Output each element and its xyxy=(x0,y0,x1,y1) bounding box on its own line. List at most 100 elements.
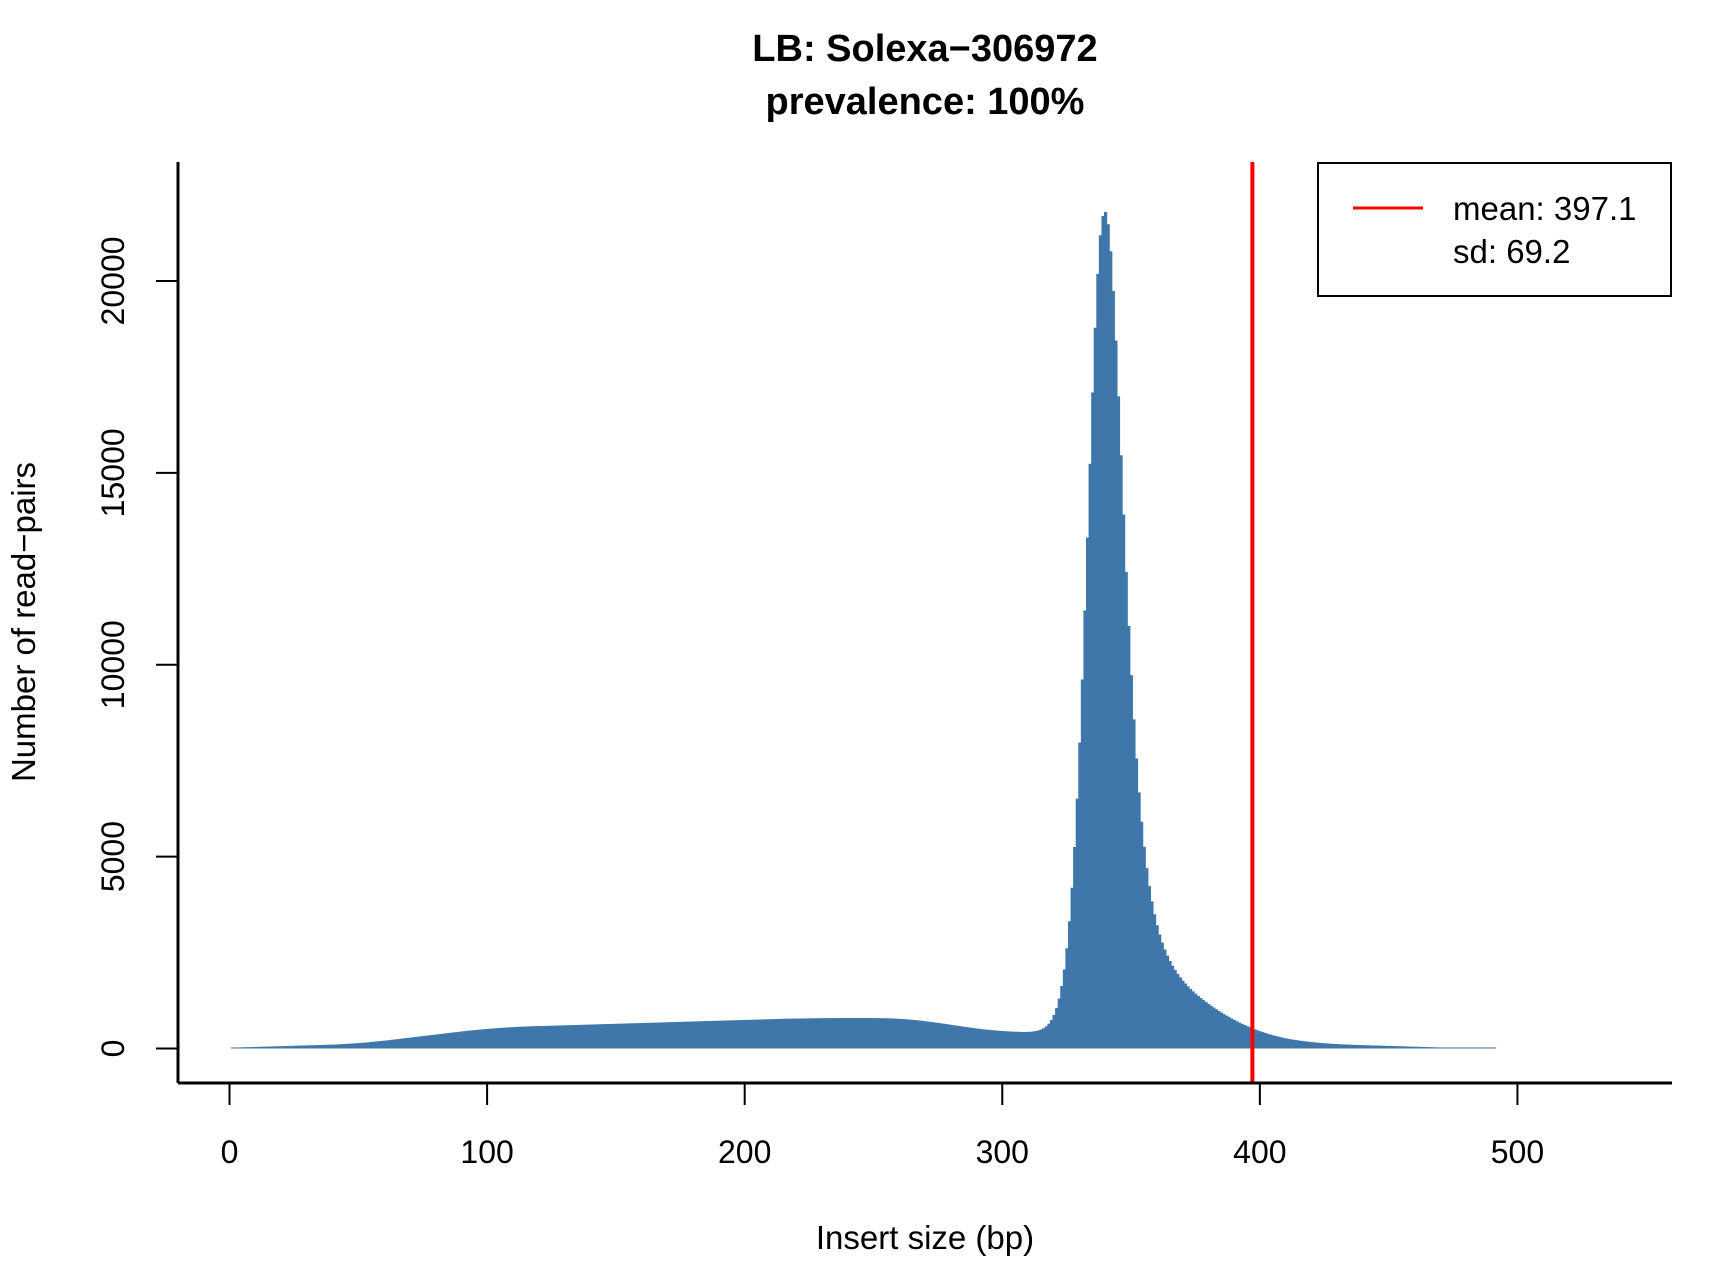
histogram-bar xyxy=(756,1019,760,1049)
histogram-bar xyxy=(563,1025,567,1049)
histogram-bar xyxy=(1137,792,1141,1049)
histogram-bar xyxy=(537,1026,541,1049)
histogram-bar xyxy=(380,1040,384,1049)
histogram-bar xyxy=(527,1026,531,1049)
histogram-bar xyxy=(480,1029,484,1049)
histogram-bar xyxy=(807,1018,811,1049)
histogram-bar xyxy=(1261,1032,1265,1049)
histogram-bar xyxy=(256,1046,260,1049)
histogram-bar xyxy=(346,1043,350,1049)
histogram-bar xyxy=(485,1028,489,1049)
histogram-bar xyxy=(475,1029,479,1049)
histogram-bar xyxy=(1196,995,1200,1049)
histogram-bar xyxy=(287,1045,291,1049)
histogram-bar xyxy=(841,1018,845,1049)
y-axis-ticks: 0 5000 10000 15000 20000 xyxy=(95,236,178,1057)
histogram-bar xyxy=(272,1046,276,1049)
histogram-bar xyxy=(302,1045,307,1049)
histogram-bar xyxy=(712,1020,716,1049)
histogram-bar xyxy=(612,1023,616,1049)
histogram-bar xyxy=(1106,224,1110,1049)
histogram-bar xyxy=(792,1018,796,1049)
histogram-bar xyxy=(660,1022,665,1049)
histogram-bar xyxy=(534,1026,538,1049)
histogram-bar xyxy=(1304,1041,1309,1049)
histogram-bar xyxy=(928,1021,933,1049)
histogram-bar xyxy=(323,1044,327,1049)
histogram-bar xyxy=(1387,1045,1391,1049)
histogram-bar xyxy=(308,1045,312,1049)
histogram-bar xyxy=(552,1025,556,1049)
histogram-bar xyxy=(1384,1045,1388,1049)
histogram-bar xyxy=(284,1046,289,1049)
histogram-bar xyxy=(436,1034,441,1049)
histogram-bar xyxy=(931,1022,935,1049)
histogram-bar xyxy=(351,1043,356,1049)
histogram-bar xyxy=(1181,980,1185,1049)
histogram-bar xyxy=(320,1044,325,1049)
histogram-bar xyxy=(735,1020,739,1049)
histogram-bar xyxy=(328,1044,332,1049)
histogram-bar xyxy=(1274,1035,1278,1049)
histogram-bar xyxy=(1467,1047,1471,1049)
histogram-bar xyxy=(261,1046,265,1049)
histogram-bar xyxy=(1371,1045,1376,1049)
histogram-bar xyxy=(369,1042,374,1049)
histogram-bar xyxy=(1111,291,1115,1049)
histogram-bar xyxy=(400,1038,404,1049)
histogram-bar xyxy=(859,1017,863,1049)
histogram-bar xyxy=(913,1020,917,1049)
legend: mean: 397.1 sd: 69.2 xyxy=(1317,162,1672,297)
histogram-bar xyxy=(779,1018,783,1049)
histogram-bar xyxy=(1379,1045,1383,1049)
histogram-bar xyxy=(818,1018,822,1049)
histogram-bar xyxy=(462,1031,466,1049)
histogram-bar xyxy=(488,1028,492,1049)
histogram-bar xyxy=(681,1021,685,1049)
histogram-bar xyxy=(1258,1031,1262,1049)
chart-subtitle: prevalence: 100% xyxy=(766,81,1085,123)
histogram-bar xyxy=(588,1024,593,1049)
histogram-bar xyxy=(398,1038,402,1049)
histogram-bar xyxy=(1039,1029,1043,1049)
histogram-bar xyxy=(460,1031,464,1049)
histogram-bar xyxy=(1382,1045,1386,1049)
histogram-bar xyxy=(1235,1021,1239,1049)
histogram-bar xyxy=(524,1026,528,1049)
histogram-bar xyxy=(591,1024,595,1049)
histogram-bar xyxy=(1423,1047,1427,1049)
histogram-bar xyxy=(570,1025,574,1049)
histogram-bar xyxy=(235,1047,240,1049)
histogram-bar xyxy=(766,1019,770,1049)
histogram-bar xyxy=(691,1021,696,1049)
histogram-bar xyxy=(1225,1015,1229,1049)
histogram-bar xyxy=(1222,1014,1226,1049)
histogram-bar xyxy=(1243,1025,1247,1049)
histogram-bar xyxy=(663,1022,667,1049)
histogram-bar xyxy=(797,1018,801,1049)
histogram-bar xyxy=(1230,1018,1234,1049)
histogram-bar xyxy=(836,1018,840,1049)
histogram-bar xyxy=(944,1024,948,1049)
histogram-bar xyxy=(292,1045,296,1049)
histogram-bar xyxy=(1145,868,1149,1049)
x-axis-ticks: 0 100 200 300 400 500 xyxy=(221,1083,1544,1170)
histogram-bar xyxy=(429,1035,433,1049)
histogram-bar xyxy=(1078,742,1082,1049)
histogram-bar xyxy=(467,1030,471,1049)
histogram-bar xyxy=(1459,1047,1463,1049)
histogram-bar xyxy=(519,1026,523,1049)
histogram-bar xyxy=(1307,1041,1311,1049)
histogram-bar xyxy=(679,1021,683,1049)
histogram-bar xyxy=(743,1019,747,1049)
histogram-bar xyxy=(233,1047,237,1049)
histogram-bar xyxy=(861,1017,866,1049)
histogram-bar xyxy=(774,1019,778,1049)
histogram-bar xyxy=(872,1018,876,1049)
histogram-bar xyxy=(784,1018,788,1049)
histogram-bar xyxy=(1093,327,1097,1049)
histogram-bar xyxy=(1302,1041,1306,1049)
histogram-bar xyxy=(279,1046,283,1049)
histogram-bar xyxy=(970,1027,974,1049)
histogram-bar xyxy=(1410,1046,1414,1049)
